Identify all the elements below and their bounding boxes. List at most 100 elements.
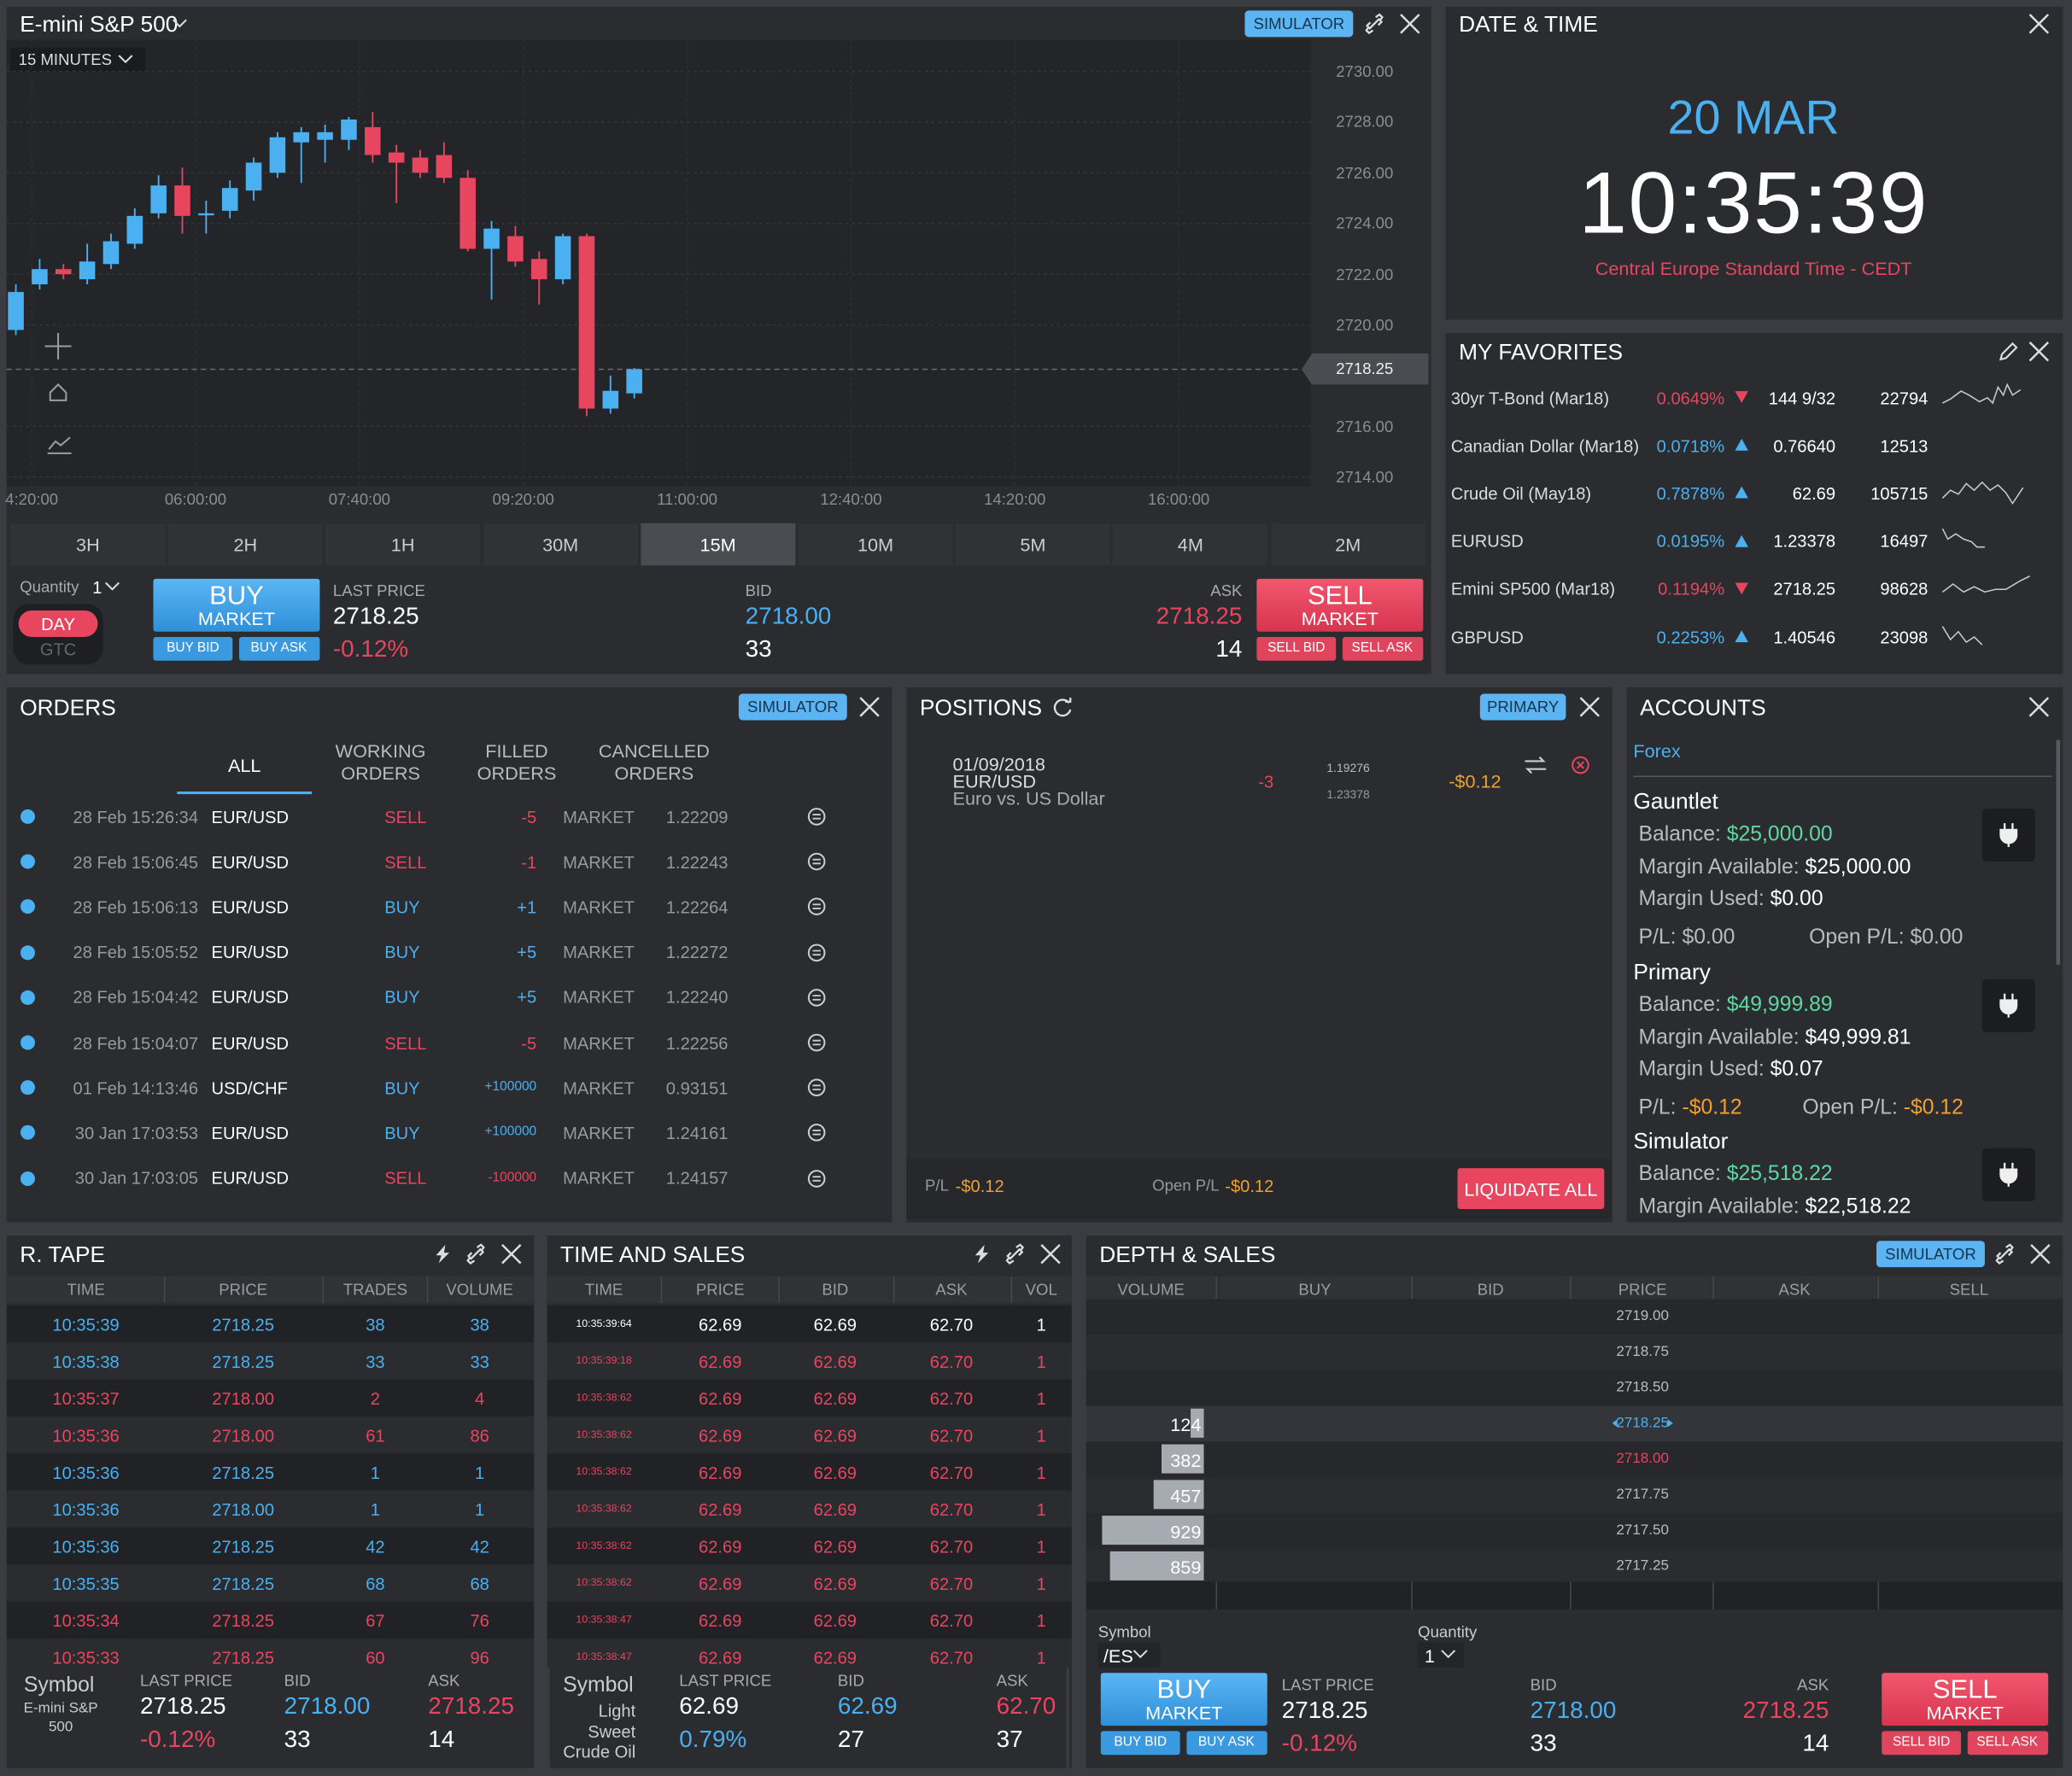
- close-button[interactable]: [2028, 697, 2050, 717]
- order-price: 0.93151: [665, 1078, 729, 1098]
- tab[interactable]: WORKING ORDERS: [335, 739, 426, 784]
- dropdown-chevron[interactable]: [1441, 1650, 1456, 1659]
- dropdown-chevron[interactable]: [1133, 1650, 1148, 1659]
- buy-ask-button[interactable]: [1186, 1731, 1267, 1756]
- buy-bid-button[interactable]: [153, 636, 233, 661]
- order-menu[interactable]: [807, 1078, 826, 1097]
- close-button[interactable]: [2028, 14, 2050, 34]
- close-button[interactable]: [501, 1243, 522, 1265]
- favorite-name[interactable]: GBPUSD: [1450, 627, 1524, 647]
- order-qty: +5: [517, 987, 537, 1008]
- table-cell: 62.70: [929, 1647, 974, 1668]
- refresh-button[interactable]: [1053, 698, 1073, 717]
- trend-arrow: [1735, 535, 1748, 547]
- icon-part: [1576, 761, 1585, 769]
- order-menu[interactable]: [807, 1033, 826, 1052]
- quantity-select[interactable]: [1418, 1642, 1465, 1668]
- liquidate-button[interactable]: [1457, 1168, 1605, 1210]
- timeframe-button[interactable]: [798, 523, 953, 566]
- symbol-select[interactable]: [1097, 1642, 1161, 1668]
- icon-part: [812, 859, 821, 865]
- bolt-button[interactable]: [435, 1244, 451, 1264]
- order-menu[interactable]: [807, 1124, 826, 1142]
- dropdown-chevron[interactable]: [118, 55, 133, 64]
- table-row: [547, 1379, 1072, 1417]
- account-field: Margin Used: $0.00: [1639, 889, 1823, 911]
- close-button[interactable]: [859, 697, 880, 717]
- y-tick-label: 2720.00: [1336, 315, 1394, 335]
- timeframe-button[interactable]: [10, 523, 166, 566]
- sell-label: SELL: [1932, 1675, 1998, 1705]
- order-menu[interactable]: [807, 988, 826, 1007]
- sell-ask-button[interactable]: [1342, 636, 1424, 661]
- buy-ask-button[interactable]: [239, 636, 320, 661]
- table-cell: 2718.00: [212, 1388, 275, 1408]
- reverse-button[interactable]: [1525, 757, 1547, 774]
- ask-size: 14: [1802, 1729, 1829, 1756]
- link-button[interactable]: [1365, 13, 1384, 35]
- bolt-button[interactable]: [974, 1244, 990, 1264]
- link-button[interactable]: [466, 1243, 485, 1265]
- dropdown-chevron[interactable]: [172, 19, 187, 28]
- dropdown-chevron[interactable]: [105, 581, 120, 591]
- edit-button[interactable]: [1999, 342, 2018, 361]
- status-dot: [20, 1125, 36, 1141]
- table-cell: 1: [1036, 1462, 1046, 1482]
- sell-button[interactable]: [1882, 1673, 2049, 1726]
- timeframe-button[interactable]: [325, 523, 481, 566]
- sell-bid-label: SELL BID: [1267, 640, 1326, 656]
- favorite-name[interactable]: Emini SP500 (Mar18): [1450, 579, 1616, 599]
- close-button[interactable]: [1579, 697, 1600, 717]
- order-menu[interactable]: [807, 1169, 826, 1188]
- order-menu[interactable]: [807, 852, 826, 871]
- tab[interactable]: FILLED ORDERS: [477, 739, 557, 784]
- sell-ask-button[interactable]: [1967, 1731, 2049, 1756]
- favorite-name[interactable]: Crude Oil (May18): [1450, 483, 1592, 504]
- trend-arrow: [1735, 439, 1748, 452]
- bid-label: BID: [837, 1671, 864, 1691]
- favorite-name[interactable]: EURUSD: [1450, 531, 1524, 552]
- order-menu[interactable]: [807, 808, 826, 827]
- timeframe-button[interactable]: [641, 523, 796, 566]
- timeframe-button[interactable]: [483, 523, 638, 566]
- tab-underline: [177, 792, 313, 795]
- icon-part: [20, 809, 36, 824]
- buy-bid-button[interactable]: [1100, 1731, 1180, 1756]
- close-button[interactable]: [1400, 14, 1420, 34]
- timeframe-button[interactable]: [167, 523, 323, 566]
- timeframe-button[interactable]: [1270, 523, 1425, 566]
- last-price-label: LAST PRICE: [140, 1671, 233, 1691]
- account-tab[interactable]: Forex: [1633, 739, 1681, 762]
- symbol-name[interactable]: Light Sweet Crude Oil: [563, 1700, 636, 1761]
- buy-label: BUY: [1156, 1675, 1212, 1705]
- close-button[interactable]: [2030, 1243, 2051, 1265]
- favorite-name[interactable]: Canadian Dollar (Mar18): [1450, 435, 1640, 456]
- link-button[interactable]: [1995, 1243, 2014, 1265]
- close-position-button[interactable]: [1572, 756, 1590, 774]
- buy-button[interactable]: [1100, 1673, 1267, 1726]
- order-menu[interactable]: [807, 943, 826, 961]
- close-button[interactable]: [2028, 341, 2050, 362]
- sell-button[interactable]: [1256, 578, 1424, 632]
- quantity-value[interactable]: 1: [92, 576, 102, 597]
- symbol-label: Symbol: [1097, 1622, 1151, 1642]
- instrument-title[interactable]: E-mini S&P 500: [20, 11, 179, 37]
- sell-bid-button[interactable]: [1882, 1731, 1962, 1756]
- timeframe-button[interactable]: [955, 523, 1110, 566]
- tab[interactable]: CANCELLED ORDERS: [598, 739, 710, 784]
- panel: [906, 686, 1613, 1223]
- link-button[interactable]: [1005, 1243, 1025, 1265]
- timeframe-button[interactable]: [1113, 523, 1268, 566]
- sell-bid-button[interactable]: [1256, 636, 1337, 661]
- timeframe-label: 3H: [76, 534, 100, 555]
- table-cell: 2718.00: [212, 1498, 275, 1519]
- candle-body: [554, 236, 571, 280]
- favorite-name[interactable]: 30yr T-Bond (Mar18): [1450, 388, 1610, 408]
- order-menu[interactable]: [807, 897, 826, 916]
- close-button[interactable]: [1040, 1243, 1061, 1265]
- tab[interactable]: ALL: [227, 754, 261, 776]
- position-qty: -3: [1258, 771, 1274, 792]
- buy-button[interactable]: [153, 578, 320, 632]
- symbol-name[interactable]: E-mini S&P 500: [23, 1700, 98, 1735]
- favorite-change: 0.2253%: [1656, 627, 1725, 647]
